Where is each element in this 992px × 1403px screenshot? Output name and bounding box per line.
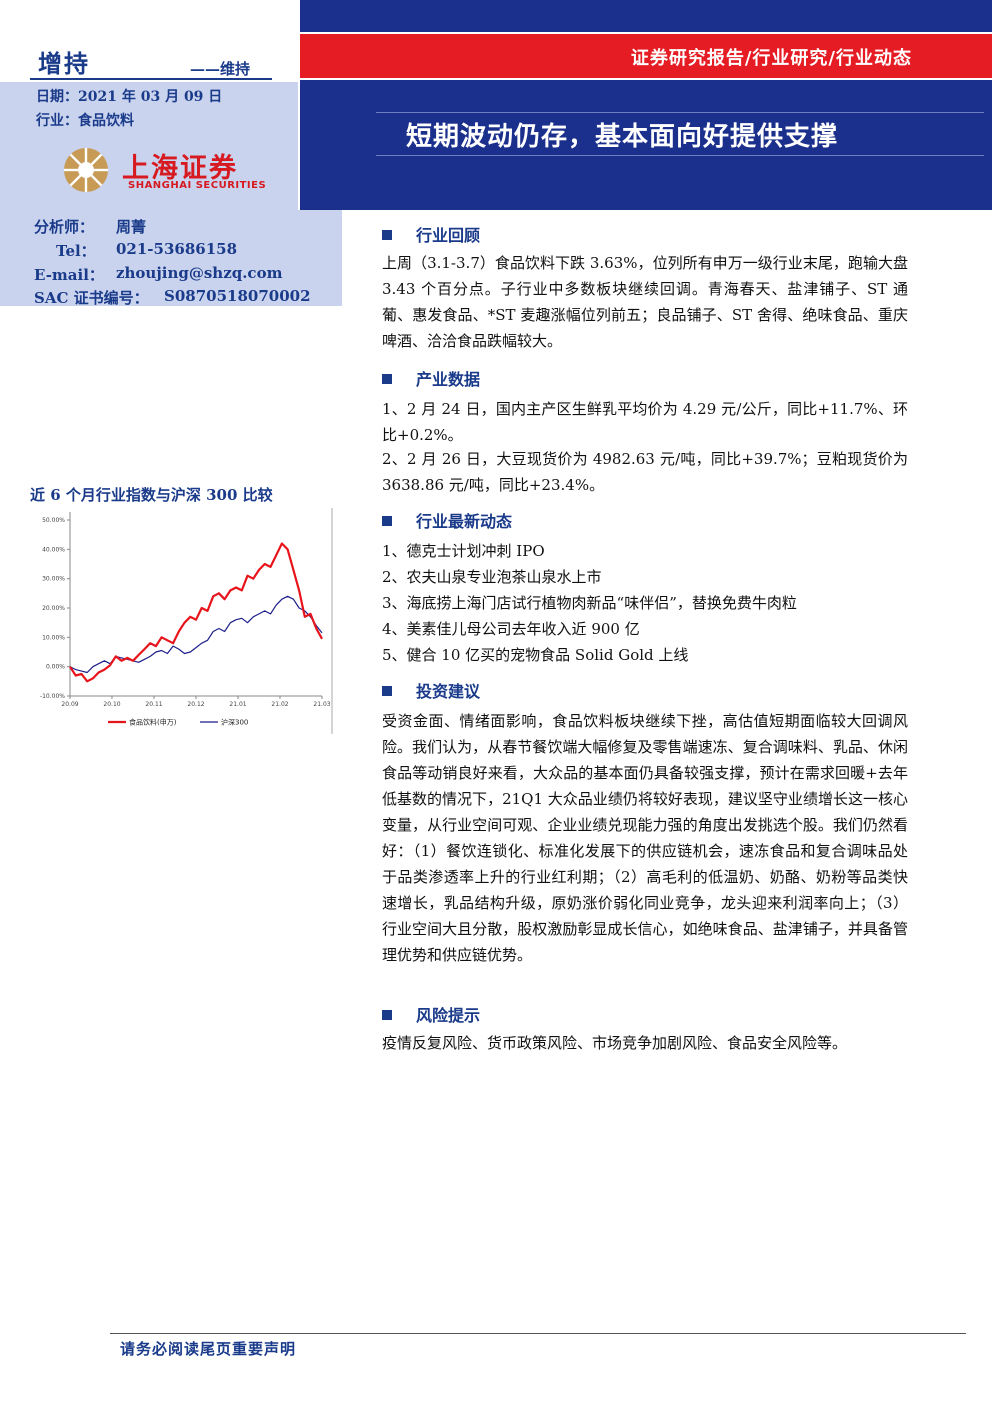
list-item: 5、健合 10 亿买的宠物食品 Solid Gold 上线 [382, 646, 689, 664]
bullet-square-icon [382, 686, 392, 696]
divider [30, 78, 272, 80]
footer-divider [110, 1333, 966, 1334]
divider [300, 32, 992, 34]
email-label: E-mail： [34, 266, 104, 284]
y-tick-label: 40.00% [42, 546, 65, 553]
report-title: 短期波动仍存，基本面向好提供支撑 [406, 122, 839, 152]
report-type-bar [300, 34, 992, 78]
y-tick-label: 0.00% [46, 664, 65, 671]
chart: 50.00% 40.00% 30.00% 20.00% 10.00% 0.00% -10.0… [30, 508, 334, 736]
section-heading: 行业回顾 [382, 222, 480, 246]
footer-disclaimer: 请务必阅读尾页重要声明 [120, 1340, 297, 1358]
list-item: 2、农夫山泉专业泡茶山泉水上市 [382, 568, 602, 586]
rating-block [0, 0, 298, 82]
x-tick-label: 20.12 [187, 701, 204, 708]
x-tick-label: 21.03 [313, 701, 330, 708]
series-line [69, 542, 323, 683]
report-date: 日期：2021 年 03 月 09 日 [36, 89, 223, 105]
company-logo: 上海证券 SHANGHAI SECURITIES [62, 142, 282, 198]
x-tick-label: 20.11 [145, 701, 162, 708]
section-heading: 风险提示 [382, 1002, 480, 1026]
x-tick-label: 20.10 [103, 701, 120, 708]
logo-mark-icon [64, 148, 108, 192]
list-item: 1、德克士计划冲刺 IPO [382, 542, 545, 560]
y-tick-label: 10.00% [42, 634, 65, 641]
paragraph: 2、2 月 26 日，大豆现货价为 4982.63 元/吨，同比+39.7%；豆… [382, 450, 908, 494]
paragraph: 1、2 月 24 日，国内主产区生鲜乳平均价为 4.29 元/公斤，同比+11.… [382, 400, 908, 444]
info-block [0, 82, 298, 210]
analyst-name: 周菁 [116, 218, 147, 236]
title-frame [376, 112, 984, 156]
sac-value: S0870518070002 [164, 287, 311, 305]
report-type: 证券研究报告/行业研究/行业动态 [630, 48, 912, 69]
sac-label: SAC 证书编号： [34, 289, 149, 307]
analyst-label: 分析师： [34, 218, 95, 236]
y-tick-label: -10.00% [40, 693, 65, 700]
tel-label: Tel： [56, 242, 96, 260]
bullet-square-icon [382, 516, 392, 526]
paragraph: 上周（3.1-3.7）食品饮料下跌 3.63%，位列所有申万一级行业末尾，跑输大… [382, 254, 908, 350]
rating: 增持 [38, 49, 90, 78]
industry: 行业：食品饮料 [36, 113, 134, 129]
section-heading: 投资建议 [382, 678, 480, 702]
y-tick-label: 50.00% [42, 517, 65, 524]
bullet-square-icon [382, 1010, 392, 1020]
email-value: zhoujing@shzq.com [116, 264, 283, 282]
logo-en: SHANGHAI SECURITIES [128, 180, 267, 191]
chart-title: 近 6 个月行业指数与沪深 300 比较 [30, 486, 273, 504]
y-tick-label: 30.00% [42, 576, 65, 583]
legend-label: 沪深300 [221, 718, 248, 727]
analyst-block: 分析师： 周菁 Tel： 021-53686158 E-mail： zhouji… [0, 210, 342, 307]
divider [300, 78, 992, 80]
paragraph: 疫情反复风险、货币政策风险、市场竞争加剧风险、食品安全风险等。 [382, 1034, 848, 1052]
bullet-square-icon [382, 374, 392, 384]
list-item: 3、海底捞上海门店试行植物肉新品“味伴侣”，替换免费牛肉粒 [382, 594, 797, 612]
paragraph: 受资金面、情绪面影响，食品饮料板块继续下挫，高估值短期面临较大回调风险。我们认为… [382, 712, 908, 964]
x-tick-label: 20.09 [61, 701, 78, 708]
tel-value: 021-53686158 [116, 240, 238, 258]
bullet-square-icon [382, 230, 392, 240]
line-chart: 50.00% 40.00% 30.00% 20.00% 10.00% 0.00% -10.0… [40, 508, 333, 734]
legend-label: 食品饮料(申万) [129, 718, 177, 727]
section-heading: 行业最新动态 [382, 508, 512, 532]
series-line [69, 595, 323, 674]
rating-change: ——维持 [190, 60, 251, 78]
x-tick-label: 21.02 [271, 701, 288, 708]
y-tick-label: 20.00% [42, 605, 65, 612]
list-item: 4、美素佳儿母公司去年收入近 900 亿 [382, 620, 640, 638]
x-tick-label: 21.01 [229, 701, 246, 708]
logo-cn: 上海证券 [122, 153, 238, 184]
section-heading: 产业数据 [382, 366, 480, 390]
